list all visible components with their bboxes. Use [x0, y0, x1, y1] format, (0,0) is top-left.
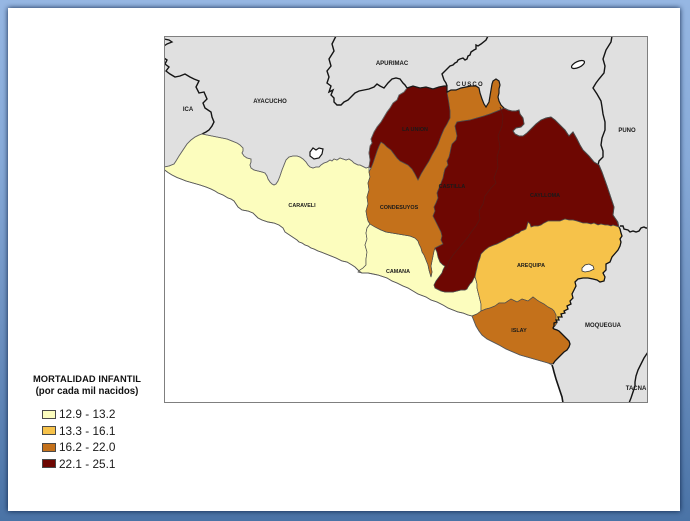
svg-text:AYACUCHO: AYACUCHO: [253, 99, 287, 105]
svg-text:CAMANA: CAMANA: [386, 269, 410, 275]
svg-text:AREQUIPA: AREQUIPA: [517, 263, 545, 269]
svg-text:MOQUEGUA: MOQUEGUA: [585, 323, 622, 329]
svg-text:ICA: ICA: [183, 107, 194, 113]
svg-text:CARAVELI: CARAVELI: [288, 203, 316, 209]
svg-text:CAYLLOMA: CAYLLOMA: [530, 193, 560, 199]
svg-text:CUSCO: CUSCO: [456, 82, 484, 88]
svg-text:APURIMAC: APURIMAC: [376, 61, 409, 67]
svg-text:CONDESUYOS: CONDESUYOS: [380, 205, 419, 211]
svg-text:TACNA: TACNA: [626, 386, 647, 392]
svg-text:ISLAY: ISLAY: [511, 328, 527, 334]
svg-text:CASTILLA: CASTILLA: [439, 184, 466, 190]
svg-text:PUNO: PUNO: [618, 128, 636, 134]
svg-text:LA UNION: LA UNION: [402, 127, 428, 133]
